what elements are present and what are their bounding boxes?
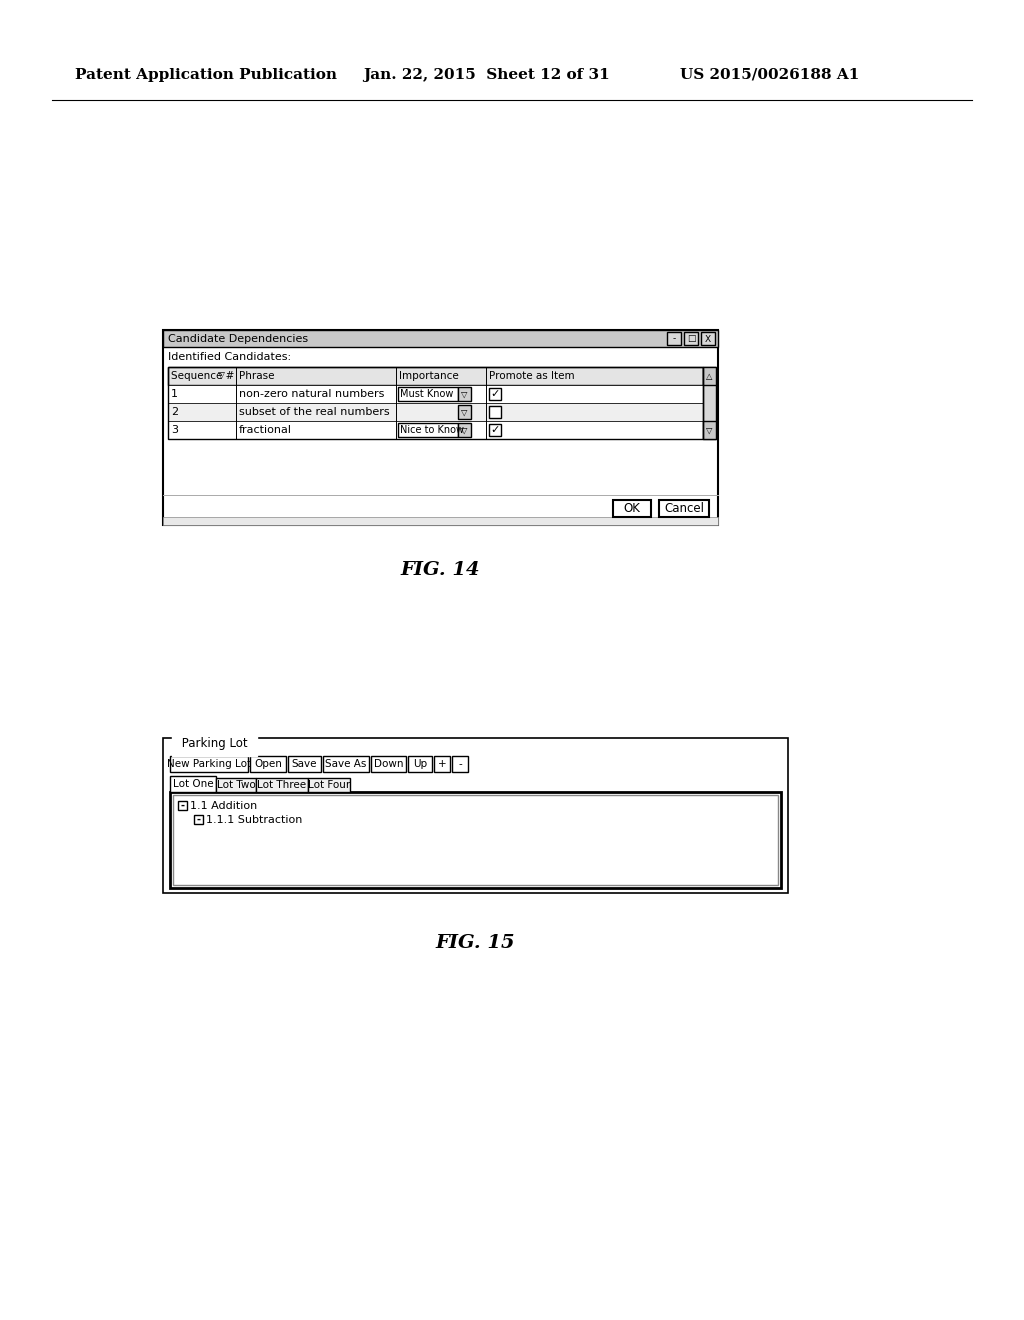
Bar bbox=[701, 333, 715, 345]
Text: Lot Three: Lot Three bbox=[257, 780, 306, 789]
Bar bbox=[178, 801, 187, 810]
Bar bbox=[256, 777, 308, 792]
Bar bbox=[659, 500, 709, 517]
Text: -: - bbox=[673, 334, 676, 343]
Text: Patent Application Publication: Patent Application Publication bbox=[75, 69, 337, 82]
Text: △: △ bbox=[707, 371, 713, 380]
Bar bbox=[408, 756, 432, 772]
Bar bbox=[216, 777, 256, 792]
Bar bbox=[458, 422, 471, 437]
Text: OK: OK bbox=[624, 502, 640, 515]
Bar bbox=[170, 792, 781, 888]
Text: 3: 3 bbox=[171, 425, 178, 436]
Text: subset of the real numbers: subset of the real numbers bbox=[239, 407, 389, 417]
Text: ✓: ✓ bbox=[490, 389, 500, 399]
Text: Cancel: Cancel bbox=[664, 502, 705, 515]
Text: 1.1.1 Subtraction: 1.1.1 Subtraction bbox=[206, 814, 302, 825]
Text: Candidate Dependencies: Candidate Dependencies bbox=[168, 334, 308, 343]
Bar bbox=[703, 367, 716, 385]
Bar bbox=[613, 500, 651, 517]
Bar bbox=[163, 330, 718, 347]
Bar bbox=[168, 403, 703, 421]
Text: Parking Lot: Parking Lot bbox=[178, 738, 251, 751]
Text: US 2015/0026188 A1: US 2015/0026188 A1 bbox=[680, 69, 859, 82]
Text: Lot Two: Lot Two bbox=[217, 780, 255, 789]
Bar bbox=[308, 777, 350, 792]
Text: ▽: ▽ bbox=[461, 425, 468, 434]
Text: ▽: ▽ bbox=[218, 371, 225, 380]
Text: -: - bbox=[197, 814, 201, 825]
Text: Promote as Item: Promote as Item bbox=[489, 371, 574, 381]
Text: □: □ bbox=[687, 334, 695, 343]
Text: Sequence #: Sequence # bbox=[171, 371, 234, 381]
Bar bbox=[288, 756, 321, 772]
Text: ▽: ▽ bbox=[461, 389, 468, 399]
Bar bbox=[163, 517, 718, 525]
Bar bbox=[323, 756, 369, 772]
Bar bbox=[489, 407, 501, 418]
Text: non-zero natural numbers: non-zero natural numbers bbox=[239, 389, 384, 399]
Bar bbox=[703, 421, 716, 440]
Text: 2: 2 bbox=[171, 407, 178, 417]
Text: Importance: Importance bbox=[399, 371, 459, 381]
Text: Jan. 22, 2015  Sheet 12 of 31: Jan. 22, 2015 Sheet 12 of 31 bbox=[362, 69, 609, 82]
Bar bbox=[168, 367, 703, 385]
Bar bbox=[489, 424, 501, 436]
Text: -: - bbox=[458, 759, 462, 770]
Bar bbox=[163, 330, 718, 525]
Text: Lot One: Lot One bbox=[173, 779, 213, 789]
Text: FIG. 15: FIG. 15 bbox=[435, 935, 515, 952]
Bar bbox=[398, 422, 458, 437]
Bar bbox=[173, 795, 778, 884]
Text: 1.1 Addition: 1.1 Addition bbox=[190, 801, 257, 810]
Text: Lot Four: Lot Four bbox=[308, 780, 350, 789]
Bar bbox=[163, 738, 788, 894]
Bar bbox=[458, 405, 471, 418]
Bar bbox=[452, 756, 468, 772]
Bar bbox=[170, 756, 248, 772]
Text: Down: Down bbox=[374, 759, 403, 770]
Text: +: + bbox=[437, 759, 446, 770]
Text: FIG. 14: FIG. 14 bbox=[400, 561, 480, 579]
Text: Must Know: Must Know bbox=[400, 389, 454, 399]
Bar bbox=[168, 421, 703, 440]
Bar bbox=[458, 387, 471, 401]
Text: Save: Save bbox=[292, 759, 317, 770]
Text: fractional: fractional bbox=[239, 425, 292, 436]
Bar bbox=[168, 367, 703, 440]
Bar bbox=[667, 333, 681, 345]
Text: Up: Up bbox=[413, 759, 427, 770]
Text: Open: Open bbox=[254, 759, 282, 770]
Bar bbox=[434, 756, 450, 772]
Text: New Parking Lot: New Parking Lot bbox=[167, 759, 251, 770]
Text: ▽: ▽ bbox=[461, 408, 468, 417]
Text: Identified Candidates:: Identified Candidates: bbox=[168, 352, 291, 362]
Bar bbox=[250, 756, 286, 772]
Bar bbox=[168, 385, 703, 403]
Text: Nice to Know: Nice to Know bbox=[400, 425, 464, 436]
Bar bbox=[398, 387, 458, 401]
Text: -: - bbox=[180, 801, 184, 810]
Bar bbox=[703, 367, 716, 440]
Text: X: X bbox=[705, 334, 711, 343]
Bar bbox=[371, 756, 406, 772]
Bar bbox=[170, 776, 216, 792]
Bar bbox=[194, 814, 203, 824]
Text: ▽: ▽ bbox=[707, 425, 713, 434]
Text: 1: 1 bbox=[171, 389, 178, 399]
Text: Phrase: Phrase bbox=[239, 371, 274, 381]
Text: Save As: Save As bbox=[326, 759, 367, 770]
Text: ✓: ✓ bbox=[490, 425, 500, 436]
Bar bbox=[684, 333, 698, 345]
Bar bbox=[489, 388, 501, 400]
